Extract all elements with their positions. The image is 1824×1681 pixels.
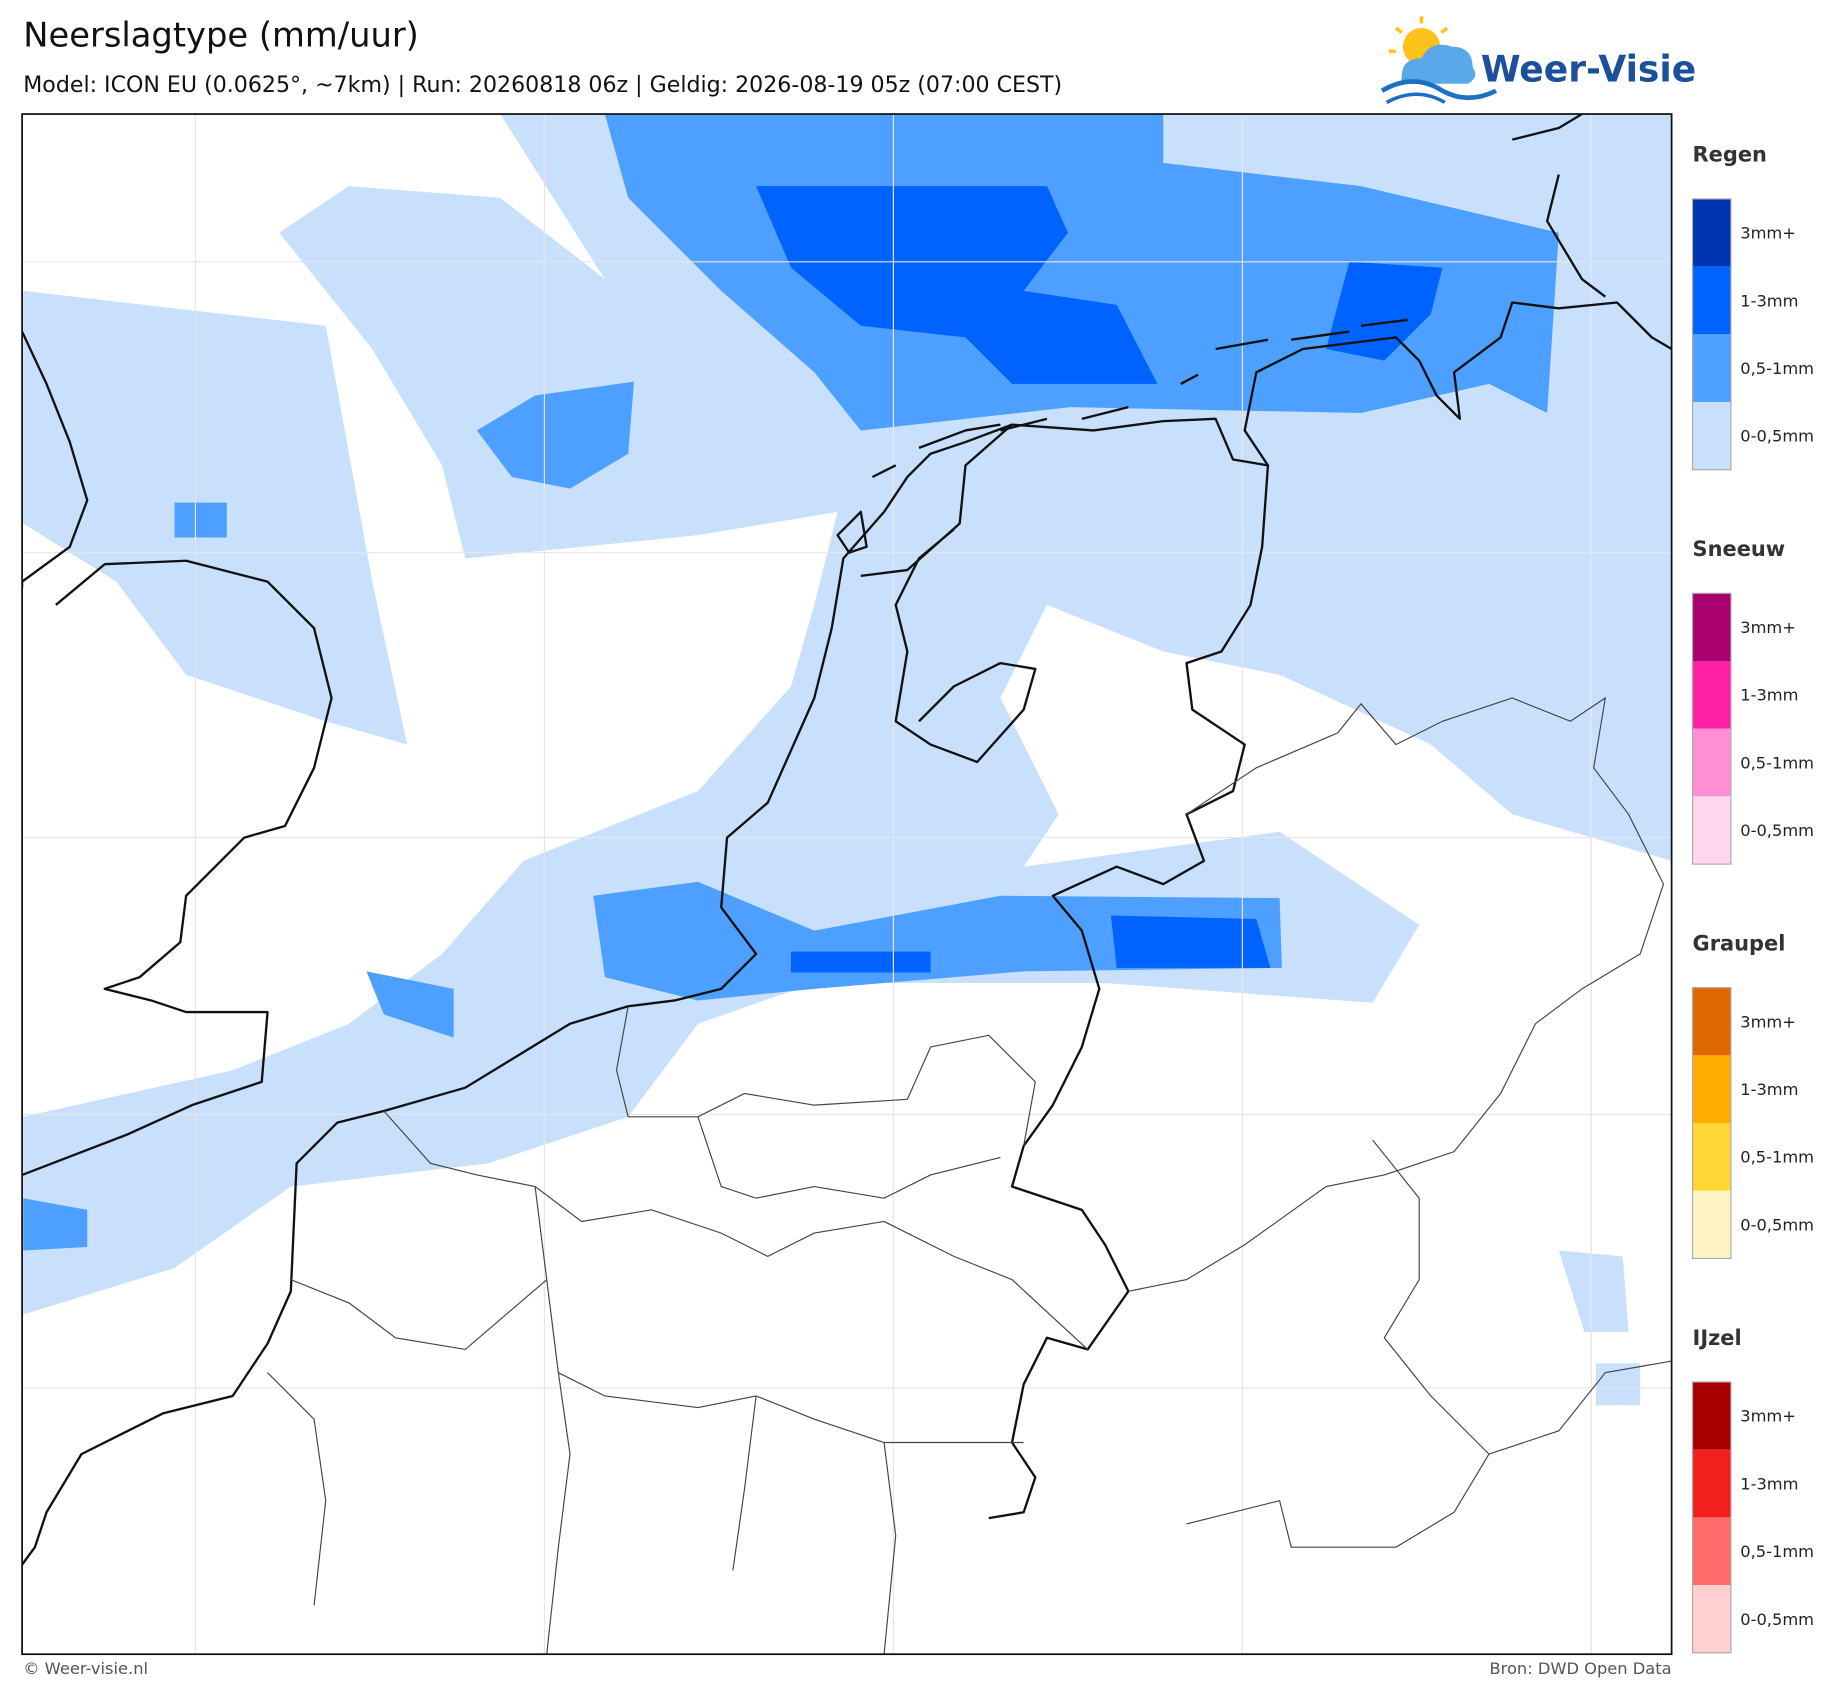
- map: [21, 113, 1673, 1656]
- legend-swatch: [1692, 1449, 1731, 1518]
- legend-label: 3mm+: [1740, 1012, 1796, 1031]
- legend-swatch: [1692, 593, 1731, 662]
- footer-right: Bron: DWD Open Data: [1489, 1659, 1671, 1678]
- legend-title: IJzel: [1693, 1326, 1742, 1350]
- legend-label: 1-3mm: [1740, 291, 1798, 310]
- legend-swatch: [1692, 728, 1731, 797]
- legend-label: 0-0,5mm: [1740, 427, 1814, 446]
- legend-swatch: [1692, 402, 1731, 470]
- legend-label: 3mm+: [1740, 618, 1796, 637]
- legend: Regen 3mm+ 1-3mm 0,5-1mm 0-0,5mm Sneeuw 3mm+ 1-…: [1691, 143, 1814, 1654]
- legend-swatch: [1692, 987, 1731, 1056]
- graticule: [22, 114, 1672, 1655]
- legend-label: 0-0,5mm: [1740, 821, 1814, 840]
- legend-frame: [1691, 987, 1732, 1260]
- subtitle: Model: ICON EU (0.0625°, ~7km) | Run: 20…: [23, 72, 1062, 98]
- legend-swatch: [1692, 1055, 1731, 1124]
- legend-frame: [1691, 1381, 1732, 1654]
- legend-swatch: [1692, 1585, 1731, 1653]
- legend-swatch: [1692, 1517, 1731, 1586]
- logo: Weer-Visie: [1380, 16, 1696, 104]
- legend-label: 3mm+: [1740, 224, 1796, 243]
- legend-swatch: [1692, 266, 1731, 335]
- legend-label: 0,5-1mm: [1740, 1542, 1814, 1561]
- legend-label: 0,5-1mm: [1740, 359, 1814, 378]
- legend-swatch: [1692, 661, 1731, 729]
- map-frame: [21, 113, 1673, 1656]
- legend-swatch: [1692, 1123, 1731, 1191]
- legend-swatch: [1692, 1190, 1731, 1259]
- legend-label: 0,5-1mm: [1740, 753, 1814, 772]
- legend-title: Sneeuw: [1693, 537, 1786, 561]
- legend-label: 0-0,5mm: [1740, 1215, 1814, 1234]
- legend-label: 0,5-1mm: [1740, 1148, 1814, 1167]
- legend-title: Regen: [1693, 143, 1767, 167]
- title: Neerslagtype (mm/uur): [23, 16, 419, 55]
- logo-text: Weer-Visie: [1481, 48, 1696, 90]
- footer-left: © Weer-visie.nl: [23, 1659, 148, 1678]
- legend-frame: [1691, 198, 1732, 471]
- legend-swatch: [1692, 1382, 1731, 1450]
- legend-swatch: [1692, 334, 1731, 403]
- legend-label: 1-3mm: [1740, 1080, 1798, 1099]
- legend-frame: [1691, 592, 1732, 865]
- legend-label: 3mm+: [1740, 1407, 1796, 1426]
- legend-swatch: [1692, 198, 1731, 267]
- legend-swatch: [1692, 796, 1731, 865]
- legend-label: 1-3mm: [1740, 686, 1798, 705]
- legend-label: 0-0,5mm: [1740, 1610, 1814, 1629]
- legend-label: 1-3mm: [1740, 1474, 1798, 1493]
- legend-title: Graupel: [1693, 931, 1786, 955]
